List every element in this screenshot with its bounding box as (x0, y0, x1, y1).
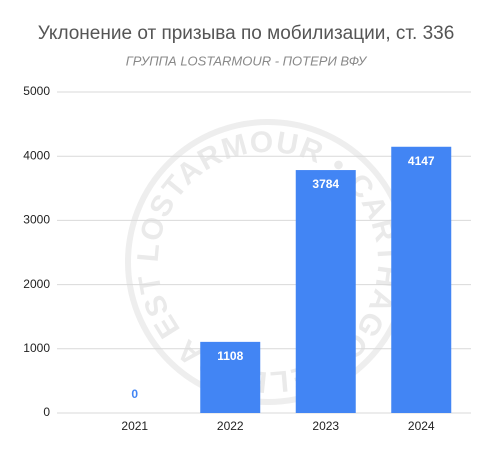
watermark-ring (125, 119, 411, 405)
watermark-text: LOSTARMOUR • CARTHAGO DELENDA EST (132, 125, 402, 398)
watermark: LOSTARMOUR • CARTHAGO DELENDA EST (132, 125, 405, 398)
bar (295, 170, 356, 413)
bar (391, 146, 452, 413)
y-tick-label: 4000 (23, 148, 50, 162)
value-label: 3784 (312, 177, 339, 191)
y-tick-label: 1000 (23, 341, 50, 355)
chart-subtitle: ГРУППА LOSTARMOUR - ПОТЕРИ ВФУ (126, 53, 368, 68)
value-label: 0 (131, 387, 138, 401)
chart-title: Уклонение от призыва по мобилизации, ст.… (38, 23, 455, 44)
y-tick-label: 0 (43, 405, 50, 419)
x-tick-label: 2022 (217, 419, 244, 433)
value-label: 4147 (408, 154, 435, 168)
y-tick-label: 3000 (23, 213, 50, 227)
x-tick-label: 2024 (408, 419, 435, 433)
bar (200, 341, 261, 413)
value-label: 1108 (217, 349, 243, 363)
x-tick-label: 2021 (121, 419, 148, 433)
y-tick-label: 5000 (23, 84, 50, 98)
x-tick-label: 2023 (312, 419, 339, 433)
y-tick-label: 2000 (23, 277, 50, 291)
